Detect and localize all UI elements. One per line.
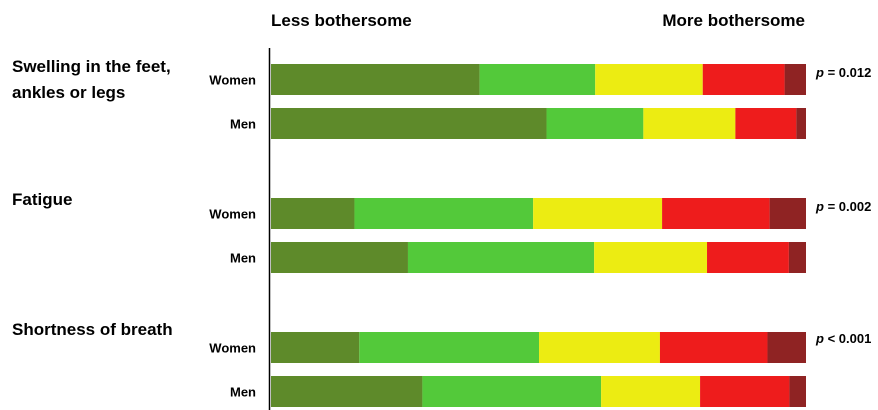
bar-segment	[796, 108, 806, 139]
bar-segment	[784, 64, 806, 95]
bar-segment	[707, 242, 789, 273]
p-value-label: p = 0.002	[815, 199, 871, 214]
bar-segment	[700, 376, 790, 407]
row-label: Women	[209, 207, 256, 222]
bar-segment	[789, 376, 806, 407]
bar-segment	[271, 108, 547, 139]
bar-segment	[359, 332, 540, 363]
bar-segment	[702, 64, 785, 95]
bar-segment	[271, 332, 360, 363]
bar-segment	[422, 376, 602, 407]
bar-segment	[407, 242, 595, 273]
bar-segment	[594, 242, 708, 273]
group-label: Fatigue	[12, 190, 72, 209]
bar-segment	[767, 332, 806, 363]
bar-segment	[539, 332, 660, 363]
p-value-text: = 0.012	[824, 65, 871, 80]
bar-segment	[643, 108, 736, 139]
p-value-text: < 0.001	[824, 331, 871, 346]
row-label: Women	[209, 341, 256, 356]
bars-layer: Swelling in the feet, ankles or legs p = 0…	[12, 57, 871, 407]
p-value-label: p < 0.001	[815, 331, 871, 346]
bar-segment	[271, 242, 408, 273]
bar-segment	[354, 198, 534, 229]
bar-segment	[479, 64, 596, 95]
p-value-symbol: p	[815, 199, 824, 214]
bar-segment	[271, 64, 480, 95]
bar-segment	[769, 198, 806, 229]
bar-segment	[533, 198, 663, 229]
p-value-text: = 0.002	[824, 199, 871, 214]
bar-segment	[662, 198, 770, 229]
header-less-bothersome: Less bothersome	[271, 11, 412, 30]
bar-segment	[595, 64, 703, 95]
bar-segment	[601, 376, 701, 407]
group-label: Swelling in the feet,	[12, 57, 171, 76]
p-value-symbol: p	[815, 331, 824, 346]
bar-segment	[735, 108, 797, 139]
row-label: Men	[230, 117, 256, 132]
bar-segment	[271, 198, 355, 229]
p-value-symbol: p	[815, 65, 824, 80]
p-value-label: p = 0.012	[815, 65, 871, 80]
bar-segment	[659, 332, 768, 363]
bar-segment	[271, 376, 423, 407]
header-more-bothersome: More bothersome	[662, 11, 805, 30]
row-label: Men	[230, 385, 256, 400]
group-label: Shortness of breath	[12, 320, 173, 339]
row-label: Men	[230, 251, 256, 266]
bar-segment	[788, 242, 806, 273]
bar-segment	[546, 108, 644, 139]
group-label: ankles or legs	[12, 83, 125, 102]
row-label: Women	[209, 73, 256, 88]
